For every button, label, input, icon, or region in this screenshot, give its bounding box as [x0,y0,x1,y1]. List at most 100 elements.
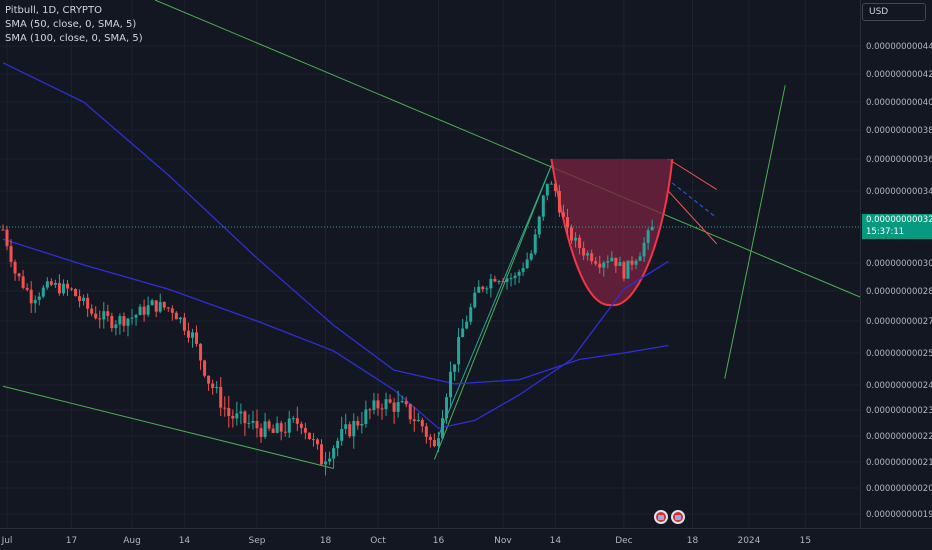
candle-down [13,261,17,274]
candle-up [626,260,630,279]
candle-down [428,436,432,440]
candle-up [469,307,473,322]
rally-line-right [437,165,552,437]
projection-line [724,85,786,379]
candle-up [134,315,138,318]
time-tick-label: 15 [800,536,811,546]
candle-up [215,386,219,389]
candle-up [529,253,533,260]
candle-down [493,278,497,282]
candle-down [211,383,215,389]
lower-trendline [2,385,334,469]
price-axis[interactable]: 0.0000000004400 0.0000000004200 0.00000000… [860,0,932,528]
candle-up [489,278,493,289]
candle-up [384,399,388,410]
candle-up [126,318,130,326]
candle-up [291,418,295,420]
price-tick-label: 0.0000000001910 [866,510,932,520]
bar-countdown: 15:37:11 [866,227,905,237]
price-tick-label: 0.0000000002550 [866,349,932,359]
event-flag-1-icon[interactable] [654,510,668,524]
candle-up [634,260,638,265]
candle-down [90,308,94,314]
candle-up [642,242,646,257]
candle-up [545,183,549,196]
candle-down [207,375,211,384]
candle-down [106,311,110,316]
candle-down [25,287,29,290]
candle-up [146,305,150,315]
candle-up [449,371,453,398]
candle-down [219,386,223,408]
candle-down [356,421,360,426]
time-axis[interactable]: Jul 17 Aug 14 Sep 18 Oct 16 Nov 14 Dec 18 2024 15 [0,528,932,547]
price-tick-label: 0.0000000002700 [866,317,932,327]
candle-up [396,402,400,412]
candle-up [178,317,182,320]
candle-up [485,288,489,290]
upper-trendline [154,0,861,298]
candle-down [1,229,5,231]
time-tick-label: 17 [66,536,77,546]
grid-lines [0,0,860,528]
candle-down [154,300,158,312]
candle-up [606,261,610,263]
candle-down [553,183,557,192]
time-tick-label: Aug [123,536,141,546]
event-flag-2-icon[interactable] [671,510,685,524]
candle-down [348,424,352,437]
candle-up [646,230,650,243]
candle-up [102,311,106,320]
price-tick-label: 0.0000000003400 [866,187,932,197]
candle-up [521,268,525,272]
candle-up [150,300,154,306]
candle-down [255,421,259,429]
candle-down [98,318,102,320]
candle-up [436,438,440,447]
candle-up [465,321,469,329]
price-tick-label: 0.0000000002850 [866,287,932,297]
candle-down [578,237,582,249]
sma-50-legend[interactable]: SMA (50, close, 0, SMA, 5) [5,19,137,30]
candle-down [5,229,9,247]
candle-down [594,261,598,264]
time-tick-label: 18 [320,536,332,546]
price-tick-label: 0.0000000002300 [866,406,932,416]
candle-down [630,260,634,265]
candle-up [61,283,65,294]
candle-down [29,289,33,304]
candle-up [45,281,49,288]
candle-down [368,409,372,411]
sma-100-line [2,62,669,385]
candle-down [9,246,13,262]
candle-down [598,263,602,268]
time-tick-label: 16 [433,536,445,546]
sma-lines [2,62,669,429]
candle-down [501,281,505,283]
candle-down [561,212,565,218]
currency-unit-button[interactable]: USD [862,3,926,21]
symbol-title[interactable]: Pitbull, 1D, CRYPTO [5,5,102,16]
candle-down [307,432,311,440]
candle-down [420,419,424,427]
candle-up [235,413,239,419]
candle-down [412,419,416,422]
candle-up [650,227,654,231]
price-tick-label: 0.0000000002100 [866,458,932,468]
candle-up [473,292,477,308]
price-tick-label: 0.0000000002400 [866,381,932,391]
sma-100-legend[interactable]: SMA (100, close, 0, SMA, 5) [5,33,143,44]
candle-up [461,328,465,338]
candle-up [263,421,267,437]
candle-up [497,281,501,283]
time-tick-label: Dec [615,536,632,546]
time-tick-label: 14 [179,536,191,546]
flag-bottom-line [667,190,718,245]
candle-down [481,286,485,290]
candle-up [477,286,481,293]
candle-down [231,415,235,419]
candle-up [190,332,194,338]
candle-down [86,297,90,309]
candle-up [549,183,553,185]
